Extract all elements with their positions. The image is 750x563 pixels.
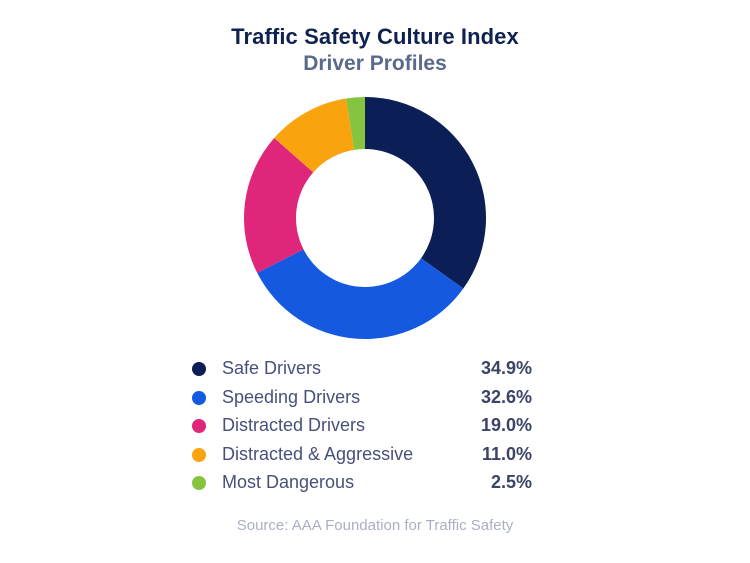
legend-dot — [192, 447, 206, 462]
donut-slice-speeding-drivers — [257, 249, 464, 339]
donut-slice-safe-drivers — [365, 97, 486, 289]
legend-dot — [192, 362, 206, 376]
legend-item: Safe Drivers 34.9% — [190, 356, 535, 385]
legend-value: 32.6% — [480, 386, 532, 407]
legend-value: 11.0% — [481, 443, 532, 464]
legend-value: 2.5% — [490, 472, 532, 492]
legend-dot — [192, 476, 206, 490]
chart-subtitle: Driver Profiles — [303, 52, 447, 75]
chart-title: Traffic Safety Culture Index — [231, 24, 519, 49]
donut-slice-distracted-drivers — [244, 137, 314, 273]
legend-value: 34.9% — [480, 358, 532, 378]
legend-item: Most Dangerous 2.5% — [190, 470, 535, 499]
legend-item: Speeding Drivers 32.6% — [190, 385, 535, 414]
donut-slice-distracted-aggressive — [274, 98, 355, 173]
legend-item: Distracted & Aggressive 11.0% — [190, 442, 535, 471]
legend-item: Distracted Drivers 19.0% — [190, 413, 535, 442]
legend-dot — [192, 419, 206, 433]
legend-label: Speeding Drivers — [222, 386, 361, 407]
legend-label: Safe Drivers — [222, 358, 322, 378]
legend: Safe Drivers 34.9% Speeding Drivers 32.6… — [190, 356, 535, 499]
donut-chart — [244, 97, 486, 339]
source-note: Source: AAA Foundation for Traffic Safet… — [236, 517, 514, 534]
legend-dot — [192, 390, 206, 405]
legend-label: Distracted Drivers — [222, 415, 366, 435]
legend-value: 19.0% — [480, 415, 532, 435]
legend-label: Most Dangerous — [222, 472, 355, 492]
donut-slice-most-dangerous — [346, 97, 365, 150]
legend-label: Distracted & Aggressive — [222, 443, 414, 464]
